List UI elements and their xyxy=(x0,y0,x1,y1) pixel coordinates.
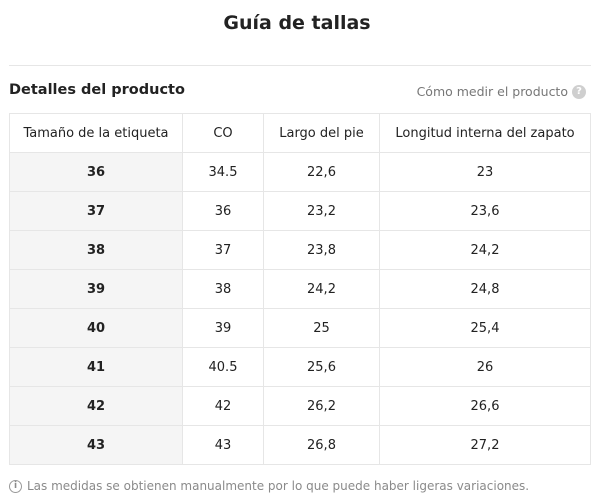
table-row: 39 38 24,2 24,8 xyxy=(9,269,591,309)
cell-label-size: 37 xyxy=(9,191,183,231)
question-circle-icon: ? xyxy=(572,84,586,99)
table-row: 36 34.5 22,6 23 xyxy=(9,152,591,192)
cell-foot-length: 25 xyxy=(263,308,380,348)
table-row: 42 42 26,2 26,6 xyxy=(9,386,591,426)
cell-foot-length: 23,8 xyxy=(263,230,380,270)
column-header-foot-length: Largo del pie xyxy=(263,113,380,153)
table-row: 38 37 23,8 24,2 xyxy=(9,230,591,270)
cell-co: 37 xyxy=(182,230,264,270)
cell-foot-length: 22,6 xyxy=(263,152,380,192)
section-title: Detalles del producto xyxy=(9,82,185,98)
cell-co: 38 xyxy=(182,269,264,309)
cell-label-size: 41 xyxy=(9,347,183,387)
cell-foot-length: 24,2 xyxy=(263,269,380,309)
cell-co: 43 xyxy=(182,425,264,465)
table-row: 41 40.5 25,6 26 xyxy=(9,347,591,387)
table-row: 37 36 23,2 23,6 xyxy=(9,191,591,231)
divider xyxy=(9,65,591,66)
size-table: Tamaño de la etiqueta CO Largo del pie L… xyxy=(9,113,591,465)
column-header-label-size: Tamaño de la etiqueta xyxy=(9,113,183,153)
measurement-note: i Las medidas se obtienen manualmente po… xyxy=(9,479,529,493)
cell-foot-length: 26,8 xyxy=(263,425,380,465)
cell-inner-length: 24,8 xyxy=(379,269,591,309)
cell-foot-length: 26,2 xyxy=(263,386,380,426)
cell-inner-length: 25,4 xyxy=(379,308,591,348)
cell-co: 34.5 xyxy=(182,152,264,192)
cell-label-size: 43 xyxy=(9,425,183,465)
cell-inner-length: 23 xyxy=(379,152,591,192)
cell-co: 36 xyxy=(182,191,264,231)
how-to-measure-link[interactable]: Cómo medir el producto ? xyxy=(417,84,586,99)
cell-inner-length: 23,6 xyxy=(379,191,591,231)
cell-co: 39 xyxy=(182,308,264,348)
cell-co: 42 xyxy=(182,386,264,426)
cell-inner-length: 24,2 xyxy=(379,230,591,270)
column-header-co: CO xyxy=(182,113,264,153)
cell-label-size: 40 xyxy=(9,308,183,348)
cell-label-size: 42 xyxy=(9,386,183,426)
table-row: 43 43 26,8 27,2 xyxy=(9,425,591,465)
cell-label-size: 36 xyxy=(9,152,183,192)
table-header-row: Tamaño de la etiqueta CO Largo del pie L… xyxy=(9,113,591,153)
how-to-measure-label: Cómo medir el producto xyxy=(416,84,568,99)
cell-foot-length: 25,6 xyxy=(263,347,380,387)
table-row: 40 39 25 25,4 xyxy=(9,308,591,348)
cell-label-size: 39 xyxy=(9,269,183,309)
measurement-note-text: Las medidas se obtienen manualmente por … xyxy=(27,479,530,493)
info-circle-icon: i xyxy=(9,479,22,493)
cell-foot-length: 23,2 xyxy=(263,191,380,231)
column-header-inner-shoe-length: Longitud interna del zapato xyxy=(379,113,591,153)
cell-co: 40.5 xyxy=(182,347,264,387)
cell-inner-length: 26 xyxy=(379,347,591,387)
cell-inner-length: 26,6 xyxy=(379,386,591,426)
page-title: Guía de tallas xyxy=(223,12,371,34)
cell-label-size: 38 xyxy=(9,230,183,270)
cell-inner-length: 27,2 xyxy=(379,425,591,465)
